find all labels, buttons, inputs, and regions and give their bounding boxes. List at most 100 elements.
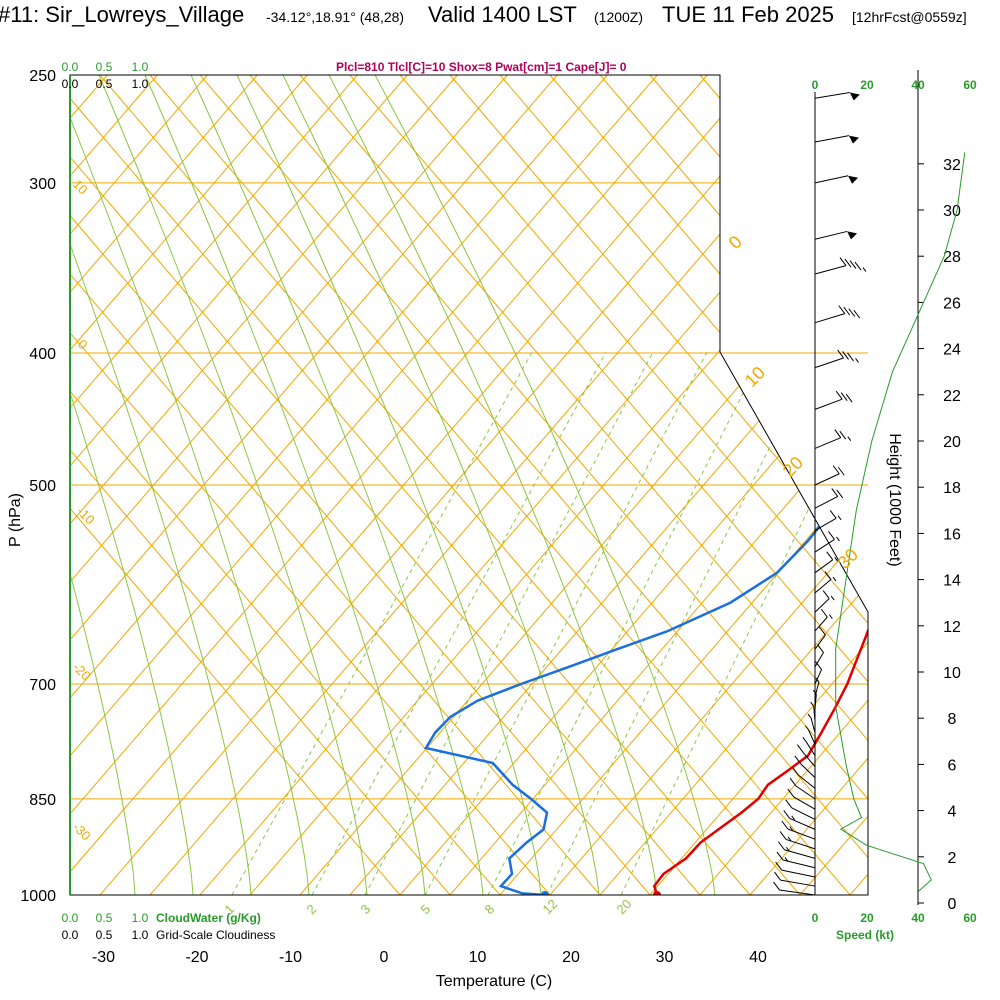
- wind-barb-feather: [789, 777, 797, 787]
- wind-barb-staff: [791, 807, 816, 820]
- wind-barb-half-feather: [787, 836, 792, 842]
- temperature-tick-label: 0: [380, 949, 389, 966]
- isotherm-line: [70, 75, 358, 895]
- theta-e-label: 10: [70, 177, 91, 198]
- wind-barb: [814, 571, 837, 594]
- mixing-ratio-line: [364, 351, 654, 895]
- mixing-ratio-label: 12: [540, 896, 561, 917]
- wind-barb-half-feather: [832, 576, 837, 582]
- wind-barb-feather: [792, 766, 799, 776]
- cloudwater-scale-top: 1.0: [132, 60, 149, 74]
- wind-barb-feather: [828, 531, 835, 540]
- dewpoint-line: [423, 97, 868, 895]
- wind-barb-half-feather: [789, 826, 794, 831]
- speed-tick-bottom: 60: [963, 911, 977, 925]
- sounding-profiles: [423, 97, 868, 895]
- wind-barb-staff: [814, 496, 838, 509]
- wind-barb-staff: [814, 598, 830, 613]
- height-tick-label: 20: [943, 434, 961, 451]
- wind-barb-staff: [814, 135, 850, 143]
- wind-barb-feather: [839, 257, 847, 266]
- wind-barb: [814, 390, 853, 410]
- surface-dewpoint-point: [540, 891, 549, 895]
- height-tick-label: 2: [948, 850, 957, 867]
- isotherm-line: [849, 75, 868, 895]
- wind-barb-half-feather: [802, 737, 807, 742]
- wind-barb-feather: [796, 744, 804, 754]
- wind-speed-height-profile: [835, 152, 966, 892]
- y-axis-title: P (hPa): [7, 493, 24, 547]
- wind-barb-staff: [779, 889, 816, 896]
- cloudwater-scale-top: 0.0: [62, 60, 79, 74]
- height-tick-label: 18: [943, 480, 961, 497]
- wind-barb-feather: [779, 831, 787, 840]
- wind-barb-staff: [814, 473, 840, 486]
- wind-barb-staff: [814, 230, 848, 240]
- mixing-ratio-line: [487, 351, 765, 895]
- theta-label: 30: [834, 545, 862, 573]
- wind-barb-feather: [837, 349, 844, 359]
- theta-e-label: 0: [75, 337, 91, 353]
- mixing-ratio-line: [424, 351, 708, 895]
- wind-barb: [807, 713, 816, 733]
- cloudiness-label: Grid-Scale Cloudiness: [156, 928, 275, 942]
- isotherm-line: [0, 75, 7, 895]
- temperature-tick-label: 30: [656, 949, 674, 966]
- theta-label: 0: [725, 232, 746, 253]
- speed-tick-top: 60: [963, 78, 977, 92]
- wind-barb-staff: [814, 175, 849, 184]
- isotherm-line: [70, 75, 258, 895]
- wind-barb-half-feather: [830, 595, 835, 601]
- wind-barb-pennant: [848, 175, 859, 184]
- wind-barb-feather: [843, 306, 851, 316]
- cloudiness-scale-bottom: 0.0: [62, 928, 79, 942]
- station-coords: -34.12°,18.91° (48,28): [266, 9, 405, 25]
- height-tick-label: 30: [943, 203, 961, 220]
- wind-barb-staff: [814, 559, 834, 574]
- wind-barb-staff: [802, 752, 816, 768]
- wind-barb-staff: [784, 849, 816, 859]
- wind-barb-feather: [849, 260, 857, 269]
- wind-barb-pennant: [847, 231, 858, 240]
- height-tick-label: 14: [943, 573, 961, 590]
- temperature-tick-label: -10: [279, 949, 302, 966]
- wind-barb: [776, 851, 816, 869]
- dry-adiabat-line: [70, 75, 401, 895]
- wind-barb-feather: [853, 309, 861, 319]
- cloudiness-scale-top: 0.0: [62, 77, 79, 91]
- wind-barb-pennant: [848, 135, 859, 144]
- wind-barb-staff: [814, 539, 835, 553]
- height-axis-title: Height (1000 Feet): [886, 433, 903, 566]
- mixing-ratio-line: [231, 351, 533, 895]
- wind-barb: [783, 810, 816, 830]
- wind-barb-half-feather: [834, 557, 839, 562]
- wind-barb-feather: [815, 661, 822, 670]
- wind-barb: [814, 626, 826, 650]
- wind-barb: [787, 788, 816, 810]
- wind-barb-feather: [847, 352, 854, 362]
- wind-barb-feather: [817, 644, 824, 653]
- wind-barb-feather: [831, 488, 839, 497]
- wind-barb: [814, 677, 820, 697]
- wind-barb-feather: [787, 788, 795, 798]
- wind-barb: [814, 230, 858, 240]
- wind-barb-staff: [814, 634, 826, 650]
- wind-barb-staff: [814, 694, 817, 709]
- wind-barb-feather: [844, 258, 852, 268]
- valid-time: Valid 1400 LST: [428, 2, 577, 27]
- wind-barb: [775, 861, 816, 878]
- cloudwater-label: CloudWater (g/Kg): [156, 911, 261, 925]
- wind-barb-staff: [780, 879, 816, 887]
- station-title: #11: Sir_Lowreys_Village: [0, 2, 245, 27]
- wind-barb: [814, 531, 840, 553]
- isotherm-line: [70, 75, 408, 895]
- wind-barb-half-feather: [807, 713, 812, 719]
- cloudwater-scale-top: 0.5: [96, 60, 113, 74]
- cloudwater-scale-bottom: 0.0: [62, 911, 79, 925]
- cloudiness-scale-bottom: 1.0: [132, 928, 149, 942]
- pressure-tick-label: 400: [29, 346, 56, 363]
- mixing-ratio-label: 5: [418, 901, 434, 917]
- wind-barb-staff: [800, 763, 816, 778]
- wind-barb-feather: [783, 810, 791, 819]
